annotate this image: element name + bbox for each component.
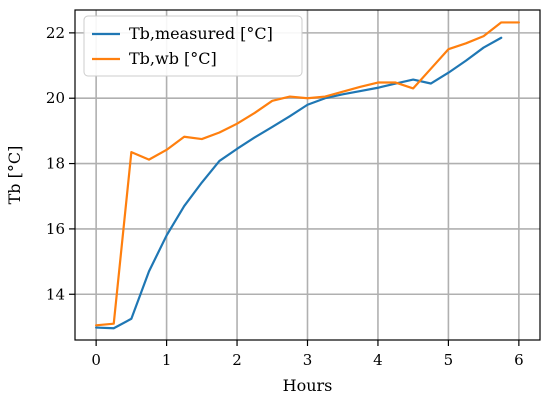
x-tick-label: 3 (303, 351, 313, 369)
legend-entry-label: Tb,wb [°C] (129, 49, 217, 68)
y-tick-label: 14 (46, 285, 65, 303)
y-tick-label: 16 (46, 220, 65, 238)
x-tick-label: 4 (373, 351, 383, 369)
legend: Tb,measured [°C] Tb,wb [°C] (83, 15, 303, 77)
x-tick-label: 5 (444, 351, 454, 369)
series-lines (95, 21, 520, 330)
y-tick-label: 18 (46, 155, 65, 173)
y-tick-label: 20 (46, 89, 65, 107)
x-tick-label: 6 (514, 351, 524, 369)
legend-entry-label: Tb,measured [°C] (129, 24, 273, 43)
y-tick-label: 22 (46, 24, 65, 42)
y-axis-label: Tb [°C] (5, 146, 24, 205)
series-line-1 (95, 36, 503, 330)
x-axis-label: Hours (283, 376, 333, 395)
x-tick-label: 1 (162, 351, 172, 369)
x-tick-label: 2 (232, 351, 242, 369)
x-tick-label: 0 (91, 351, 101, 369)
series-line-2 (95, 21, 520, 327)
legend-box (83, 15, 303, 77)
y-axis: 14 16 18 20 22 (46, 24, 75, 303)
x-axis: 0 1 2 3 4 5 6 (91, 340, 524, 369)
